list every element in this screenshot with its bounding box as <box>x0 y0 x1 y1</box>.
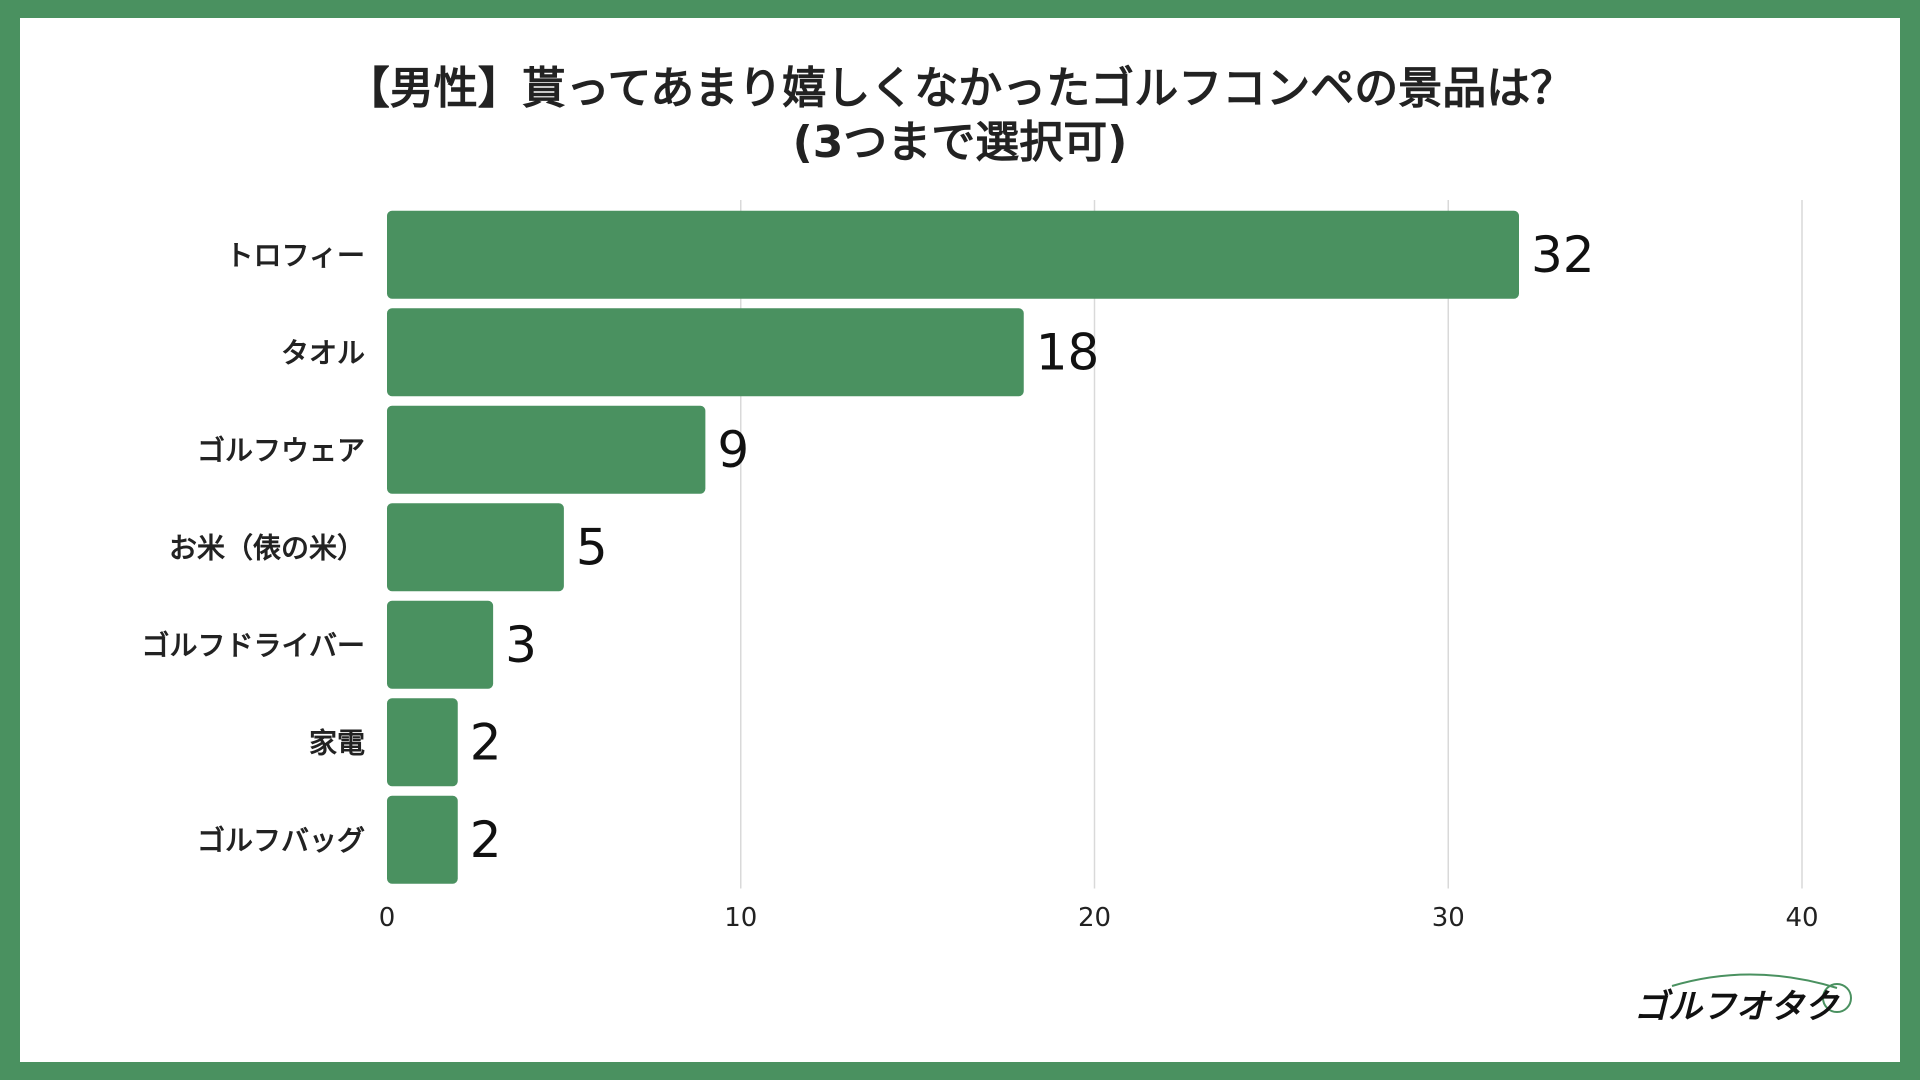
category-label: 家電 <box>309 726 365 759</box>
bar <box>387 698 458 787</box>
chart-frame: 【男性】貰ってあまり嬉しくなかったゴルフコンペの景品は？ (3つまで選択可) 0… <box>20 18 1900 1062</box>
bar <box>387 308 1024 397</box>
category-label: ゴルフウェア <box>197 434 365 467</box>
category-label: トロフィー <box>226 239 365 272</box>
data-label: 2 <box>470 713 502 771</box>
bar <box>387 795 458 884</box>
x-tick-label: 0 <box>379 903 396 933</box>
bar <box>387 405 706 494</box>
data-label: 18 <box>1036 323 1100 381</box>
chart-title-line2: (3つまで選択可) <box>792 117 1128 168</box>
data-label: 32 <box>1531 226 1595 284</box>
data-label: 2 <box>470 811 502 869</box>
x-tick-label: 40 <box>1785 903 1818 933</box>
bar <box>387 600 494 689</box>
x-tick-label: 10 <box>724 903 757 933</box>
data-label: 5 <box>576 518 608 576</box>
x-tick-label: 30 <box>1432 903 1465 933</box>
category-label: お米（俵の米） <box>169 531 365 564</box>
x-tick-label: 20 <box>1078 903 1111 933</box>
chart-title: 【男性】貰ってあまり嬉しくなかったゴルフコンペの景品は？ (3つまで選択可) <box>20 62 1900 170</box>
data-label: 3 <box>505 616 537 674</box>
chart-title-line1: 【男性】貰ってあまり嬉しくなかったゴルフコンペの景品は？ <box>345 63 1575 114</box>
bar <box>387 210 1519 299</box>
category-label: ゴルフバッグ <box>197 824 365 857</box>
data-label: 9 <box>717 421 749 479</box>
logo-text: ゴルフオタク <box>1634 988 1840 1026</box>
bar <box>387 503 564 592</box>
golf-otaku-logo: ゴルフオタク <box>1634 973 1852 1026</box>
category-label: ゴルフドライバー <box>142 629 365 662</box>
category-label: タオル <box>281 336 365 369</box>
